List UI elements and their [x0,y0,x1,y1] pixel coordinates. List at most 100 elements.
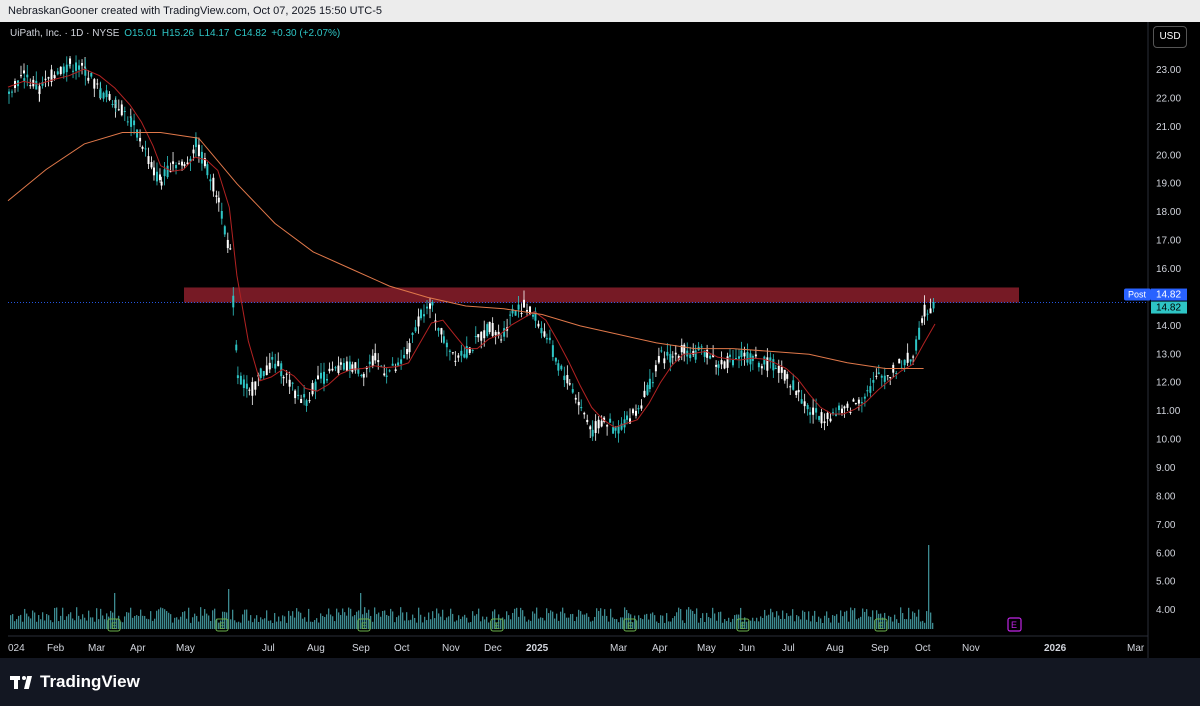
price-chart-svg[interactable]: 23.00 22.00 21.00 20.00 19.00 18.00 17.00 16.00… [0,22,1200,658]
earnings-e-icon [623,618,637,632]
volume-bar [540,617,542,629]
candle-body [795,391,798,395]
volume-bar [606,615,608,629]
candle-body [175,165,178,169]
volume-bar [320,613,322,629]
candle-body [111,104,114,106]
volume-bar [812,615,814,629]
candle-body [497,331,500,336]
volume-bar [44,620,46,629]
volume-bar [648,619,650,629]
volume-bar [830,622,832,629]
volume-bar [910,619,912,629]
volume-bar [720,611,722,629]
volume-bar [60,615,62,629]
volume-bar [208,615,210,629]
volume-bar [450,608,452,629]
candle-body [835,414,837,416]
candle-body [99,88,102,98]
post-tag-text: Post [1128,290,1147,300]
volume-bar [242,614,244,629]
volume-bar [558,620,560,629]
earnings-e-icon [736,618,750,632]
currency-button[interactable]: USD [1153,26,1187,48]
tradingview-logo[interactable]: TradingView [10,672,140,692]
candle-body [429,303,431,309]
volume-bar [552,611,554,629]
volume-bar [608,621,610,629]
volume-bar [58,621,60,629]
chart-area[interactable]: 23.00 22.00 21.00 20.00 19.00 18.00 17.00 16.00… [0,22,1200,658]
candle-body [740,350,743,358]
candle-body [717,364,720,368]
volume-bar [344,612,346,629]
volume-bar [348,607,350,629]
earnings-e-label: E [361,621,367,631]
volume-bar [928,545,930,629]
candle-body [797,389,800,393]
volume-bar [694,613,696,629]
candle-body [643,390,646,398]
candle-body [514,310,517,316]
candle-body [454,360,457,362]
attribution-text: NebraskanGooner created with TradingView… [8,5,382,17]
volume-bar [256,615,258,629]
candle-body [183,164,186,167]
volume-bar [520,607,522,629]
candle-body [635,410,637,416]
volume-bar [908,607,910,629]
candle-body [657,356,660,363]
volume-bar [222,611,224,629]
volume-bar [462,616,464,629]
volume-bar [366,612,368,629]
volume-bar [676,612,678,629]
volume-bar [842,616,844,629]
candle-body [769,357,772,361]
candle-body [523,299,525,308]
volume-bar [580,611,582,629]
volume-bar [738,614,740,629]
candle-body [909,359,912,362]
candle-body [217,197,220,203]
earnings-e-icon [215,618,229,632]
candle-body [640,405,643,409]
candle-body [334,367,337,369]
candle-body [906,352,909,363]
volume-bar [820,618,822,629]
close-value: C14.82 [234,28,267,39]
candle-body [62,66,65,74]
time-axis-tick: Feb [47,643,65,654]
candle-body [431,302,434,306]
price-axis-tick: 4.00 [1156,605,1176,616]
volume-bar [402,612,404,629]
volume-bar [572,613,574,629]
candle-body [846,403,849,408]
candle-body [235,344,238,351]
candle-body [666,351,669,356]
candle-body [723,361,726,369]
candle-body [11,91,13,93]
volume-bar [82,614,84,629]
candle-body [915,339,918,351]
candle-body [586,419,589,423]
volume-bar [90,617,92,629]
volume-bar [14,621,16,629]
volume-bar [346,615,348,629]
time-axis-tick: May [697,643,716,654]
volume-bar [40,619,42,629]
time-axis-tick: Oct [394,643,410,654]
volume-bar [798,616,800,629]
volume-bar [678,607,680,629]
volume-bar [444,620,446,629]
price-axis-tick: 22.00 [1156,93,1181,104]
volume-bar [260,617,262,629]
time-axis-tick: Nov [442,643,460,654]
volume-bar [832,615,834,629]
volume-bar [612,617,614,629]
candle-body [692,351,695,355]
volume-bar [152,620,154,629]
volume-bar [554,618,556,629]
candle-body [852,399,855,402]
volume-bar [440,616,442,629]
candle-body [754,354,757,357]
